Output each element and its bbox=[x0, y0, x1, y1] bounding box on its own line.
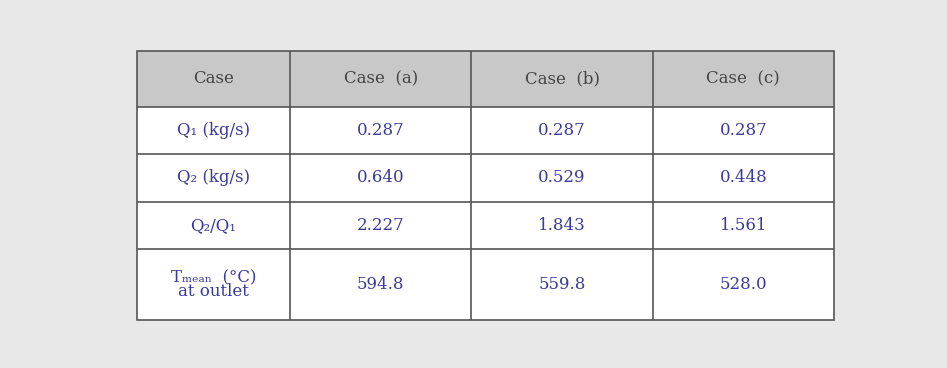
Text: Case  (b): Case (b) bbox=[525, 70, 599, 88]
Text: 1.561: 1.561 bbox=[720, 217, 767, 234]
Bar bbox=[652, 154, 834, 202]
Bar bbox=[136, 51, 290, 107]
Bar bbox=[136, 249, 290, 321]
Text: 528.0: 528.0 bbox=[720, 276, 767, 293]
Bar bbox=[290, 51, 472, 107]
Bar bbox=[652, 249, 834, 321]
Bar bbox=[472, 107, 652, 154]
Bar bbox=[290, 154, 472, 202]
Text: 0.640: 0.640 bbox=[357, 169, 404, 187]
Bar bbox=[290, 249, 472, 321]
Text: 0.287: 0.287 bbox=[720, 122, 767, 139]
Text: Case  (c): Case (c) bbox=[706, 70, 780, 88]
Bar bbox=[472, 202, 652, 249]
Text: 0.287: 0.287 bbox=[357, 122, 404, 139]
Text: Tₘₑₐₙ  (°C): Tₘₑₐₙ (°C) bbox=[170, 270, 257, 287]
Bar bbox=[472, 249, 652, 321]
Text: 2.227: 2.227 bbox=[357, 217, 404, 234]
Text: 0.287: 0.287 bbox=[538, 122, 586, 139]
Bar bbox=[472, 51, 652, 107]
Text: Case: Case bbox=[193, 70, 234, 88]
Bar bbox=[136, 107, 290, 154]
Text: 1.843: 1.843 bbox=[538, 217, 586, 234]
Text: 594.8: 594.8 bbox=[357, 276, 404, 293]
Bar bbox=[652, 107, 834, 154]
Text: at outlet: at outlet bbox=[178, 283, 249, 300]
Bar bbox=[652, 202, 834, 249]
Bar bbox=[472, 154, 652, 202]
Bar bbox=[136, 202, 290, 249]
Text: 0.448: 0.448 bbox=[720, 169, 767, 187]
Bar bbox=[290, 107, 472, 154]
Text: Q₂ (kg/s): Q₂ (kg/s) bbox=[177, 169, 250, 187]
Bar bbox=[652, 51, 834, 107]
Text: 559.8: 559.8 bbox=[538, 276, 586, 293]
Bar bbox=[136, 154, 290, 202]
Text: Case  (a): Case (a) bbox=[344, 70, 418, 88]
Bar bbox=[290, 202, 472, 249]
Text: Q₁ (kg/s): Q₁ (kg/s) bbox=[177, 122, 250, 139]
Text: Q₂/Q₁: Q₂/Q₁ bbox=[190, 217, 237, 234]
Text: 0.529: 0.529 bbox=[538, 169, 586, 187]
